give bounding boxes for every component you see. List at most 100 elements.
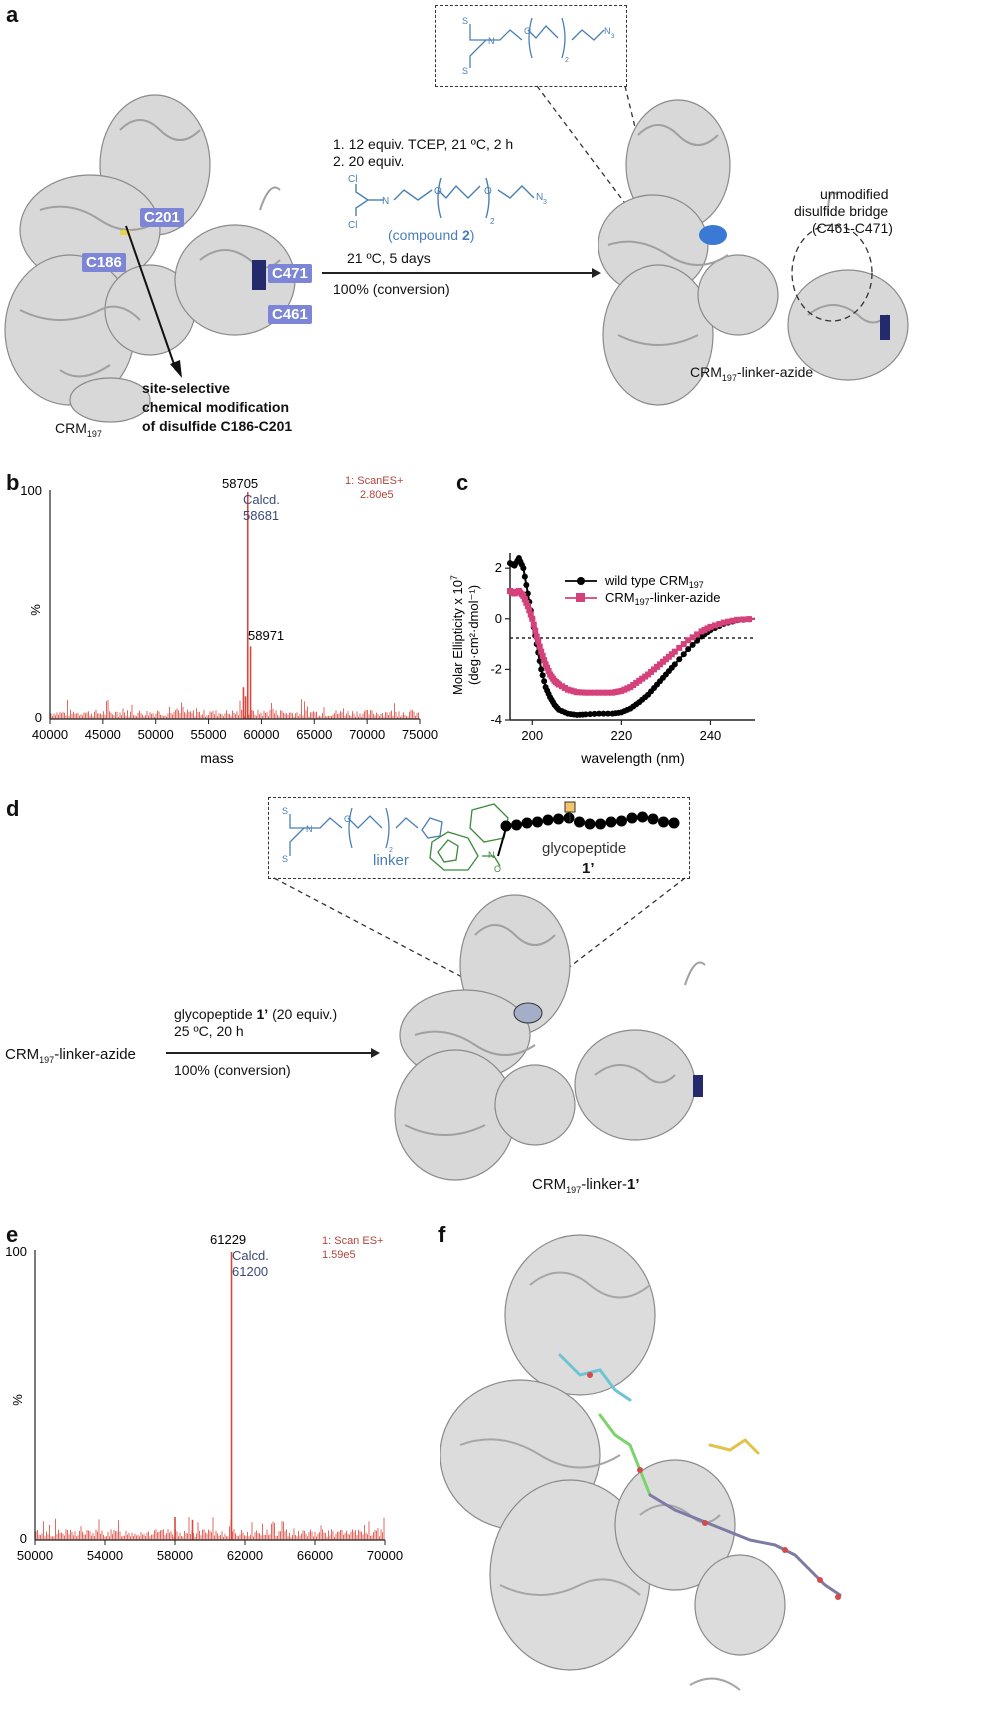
svg-text:S: S [462,16,468,26]
x-tick-label: 55000 [190,727,226,742]
x-tick-label: 45000 [85,727,121,742]
crm197-linker-azide-caption: CRM197-linker-azide [690,364,814,383]
compound-2-label: (compound 2) [388,227,475,243]
glycopeptide-bead [542,814,554,826]
conversion-d: 100% (conversion) [174,1062,291,1078]
glycopeptide-connector [497,827,507,857]
cd-point [539,672,546,679]
cd-point [676,644,683,651]
glycopeptide-bead [500,820,512,832]
calcd-value-b: 58681 [243,508,279,523]
calcd-value-e: 61200 [232,1264,268,1279]
cd-point [541,678,548,685]
y-tick-100-b: 100 [20,483,42,498]
cd-point [725,618,732,625]
glycopeptide-bead [668,817,680,829]
x-tick-label: 70000 [349,727,385,742]
unmodified-caption-2: disulfide bridge [794,203,889,219]
cd-point [535,638,542,645]
conditions-d: 25 ºC, 20 h [174,1023,244,1039]
y-tick-100-e: 100 [5,1244,27,1259]
x-tick-label: 40000 [32,727,68,742]
linker-label-d: linker [373,852,409,869]
cd-point [694,631,701,638]
svg-text:O: O [344,814,351,824]
cd-point [720,619,727,626]
y-label-b: % [28,604,43,616]
cd-point [587,711,594,718]
cd-point [530,621,537,628]
cd-point [521,596,528,603]
svg-text:Cl: Cl [348,220,357,231]
cd-point [746,616,753,623]
peak-label-b: 58705 [222,476,258,491]
scan-info-b-1: 1: ScanES+ [345,475,403,487]
legend-linker-azide: CRM197-linker-azide [605,590,720,607]
crm197-caption: CRM197 [55,420,102,439]
panel-letter-d: d [6,796,20,821]
cd-point [523,599,530,606]
reaction-conditions: 21 ºC, 5 days [347,250,431,266]
mass-spectrum-e: 50000 54000 58000 62000 66000 70000 100 0 % 6… [5,1232,403,1563]
panel-letter-c: c [456,470,469,495]
x-tick-label: 54000 [87,1548,123,1563]
cd-point [538,666,545,673]
svg-text:3: 3 [611,34,615,40]
glycopeptide-bead [658,816,669,828]
cd-x-tick-label: 200 [521,728,543,743]
cd-point [526,607,533,614]
svg-text:O: O [434,186,442,197]
peak-label-e: 61229 [210,1232,246,1247]
cd-point [544,664,551,671]
svg-text:S: S [462,66,468,76]
cd-point [582,711,589,718]
mass-spectrum-b: 40000 45000 50000 55000 60000 65000 70000 75000… [20,475,438,766]
cd-point [527,611,534,618]
panel-letter-f: f [438,1222,446,1247]
cd-point [541,657,548,664]
cd-y-tick-label: 2 [495,560,502,575]
cd-point [605,689,611,696]
glycopeptide-label-d: glycopeptide [542,840,627,857]
cd-point [676,656,683,663]
cd-point [538,648,545,655]
cd-point [707,623,714,630]
label-c471: C471 [268,264,312,283]
cd-point [521,573,528,580]
svg-text:S: S [282,806,288,816]
linker-inset-box-d [268,797,690,879]
panel-letter-a: a [6,2,19,27]
cd-point [680,641,687,648]
y-label-c-1: Molar Ellipticity x 107 [450,575,465,695]
svg-text:3: 3 [543,199,547,206]
site-pointer-arrow [125,225,182,378]
unmodified-caption-1: unmodified [820,186,889,202]
svg-text:N: N [306,824,313,834]
secondary-peak-label-b: 58971 [248,628,284,643]
reagent-d: glycopeptide 1’ (20 equiv.) [174,1006,338,1022]
scan-info-b-2: 2.80e5 [360,489,394,501]
svg-text:N: N [488,36,495,46]
svg-text:S: S [282,854,288,864]
label-c461: C461 [268,305,312,324]
cd-series-line-1 [509,589,756,694]
x-tick-label: 66000 [297,1548,333,1563]
spectrum-baseline [35,1517,385,1540]
glycopeptide-bead [637,811,648,823]
conversion-a: 100% (conversion) [333,281,450,297]
linker-inset-structure-a: S S N O 2 N 3 [462,16,615,76]
y-label-e: % [10,1394,25,1406]
scan-info-e-2: 1.59e5 [322,1249,356,1261]
y-label-c-2: (deg·cm²·dmol⁻¹) [466,585,481,685]
svg-text:2: 2 [565,57,569,64]
svg-text:O: O [494,864,501,874]
svg-text:2: 2 [389,847,393,854]
svg-text:N: N [488,850,495,860]
site-selective-caption-2: chemical modification [142,399,290,415]
glycopeptide-bead [647,813,659,825]
reaction-arrow-a [322,269,601,277]
cd-point [536,643,543,650]
x-tick-label: 75000 [402,727,438,742]
cd-point [680,651,687,658]
crm197-glycoconjugate-model-image [440,1234,842,1691]
